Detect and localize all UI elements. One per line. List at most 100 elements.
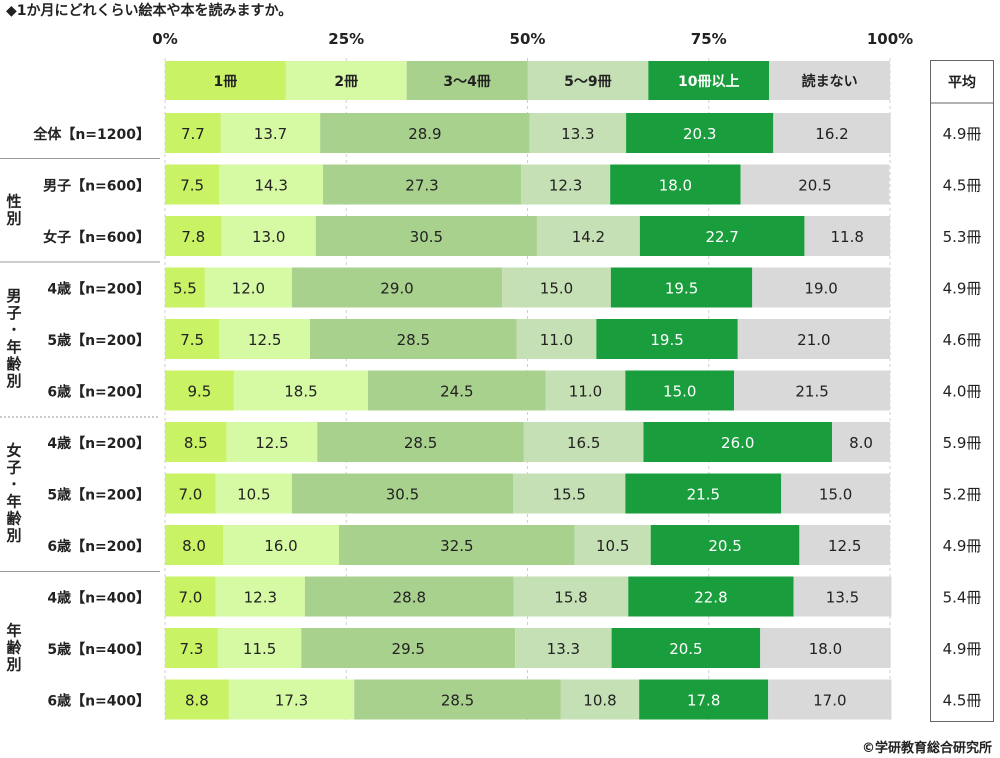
bar-segment (610, 267, 753, 308)
bar-segment (625, 473, 782, 514)
data-label: 15.5 (552, 486, 585, 504)
bar-segment (215, 473, 292, 514)
data-label: 10.5 (237, 486, 270, 504)
data-label: 19.5 (665, 280, 698, 298)
bar-segment (560, 679, 640, 720)
bar-segment (523, 422, 644, 462)
legend-label: 10冊以上 (678, 74, 739, 90)
data-label: 15.0 (663, 383, 696, 401)
bar-segment (799, 525, 890, 565)
bar-segment (165, 422, 227, 462)
row-label: 女子【n=600】 (43, 229, 150, 246)
bar-segment (323, 164, 521, 205)
average-value: 5.3冊 (943, 228, 982, 246)
data-label: 14.2 (572, 228, 605, 246)
bar-segment (233, 370, 368, 411)
data-label: 13.5 (826, 589, 859, 607)
bar-segment (165, 164, 220, 205)
legend-label: 3〜4冊 (443, 74, 490, 90)
data-label: 7.8 (181, 228, 205, 246)
data-label: 28.5 (404, 434, 437, 452)
average-value: 5.4冊 (943, 589, 982, 607)
data-label: 20.3 (683, 125, 716, 143)
data-label: 18.0 (659, 177, 692, 195)
data-label: 12.5 (828, 537, 861, 555)
data-label: 12.3 (244, 589, 277, 607)
bar-segment (317, 422, 524, 462)
bar-segment (574, 525, 651, 565)
bar-segment (529, 113, 627, 153)
data-label: 12.3 (549, 177, 582, 195)
bar-segment (165, 267, 205, 308)
legend-swatch (527, 61, 649, 100)
data-label: 12.5 (248, 331, 281, 349)
bar-segment (165, 473, 216, 514)
data-label: 28.5 (441, 692, 474, 710)
data-label: 12.5 (255, 434, 288, 452)
data-label: 22.8 (694, 589, 727, 607)
legend: 1冊 2冊 3〜4冊 5〜9冊 10冊以上 読まない (165, 61, 890, 100)
copyright: ©学研教育総合研究所 (862, 740, 992, 756)
bar-segment (165, 628, 218, 668)
data-label: 32.5 (440, 537, 473, 555)
bar-segment (204, 267, 292, 308)
data-label: 14.3 (255, 177, 288, 195)
average-value: 4.0冊 (943, 383, 982, 401)
bar-segment (165, 370, 234, 411)
data-label: 8.0 (182, 537, 206, 555)
data-label: 13.0 (252, 228, 285, 246)
bar-segment (626, 113, 774, 153)
data-label: 21.5 (795, 383, 828, 401)
bar-segment (752, 267, 890, 308)
data-label: 16.5 (567, 434, 600, 452)
data-label: 11.8 (831, 228, 864, 246)
data-label: 30.5 (410, 228, 443, 246)
data-label: 26.0 (721, 434, 754, 452)
bar-segment (291, 473, 513, 514)
data-label: 16.0 (264, 537, 297, 555)
bar-segment (165, 319, 220, 359)
data-label: 21.0 (797, 331, 830, 349)
bar-segment (223, 525, 339, 565)
x-tick-label: 25% (328, 30, 364, 48)
average-value: 4.9冊 (943, 125, 982, 143)
data-label: 11.0 (540, 331, 573, 349)
bar-segment (502, 267, 611, 308)
group-separators (0, 158, 160, 572)
bar-segment (310, 319, 517, 359)
data-label: 19.0 (804, 280, 837, 298)
data-label: 17.8 (687, 692, 720, 710)
data-label: 7.0 (178, 589, 202, 607)
bar-segment (315, 216, 537, 256)
data-label: 13.3 (547, 640, 580, 658)
bar-segment (740, 164, 890, 205)
legend-swatch (769, 61, 890, 100)
bar-segment (610, 164, 741, 205)
bar-segment (301, 628, 516, 668)
group-label: 女子･年齢別 (5, 442, 22, 545)
x-tick-label: 75% (691, 30, 727, 48)
data-label: 7.5 (180, 331, 204, 349)
average-value: 4.5冊 (943, 692, 982, 710)
data-label: 28.9 (408, 125, 441, 143)
data-label: 8.8 (185, 692, 209, 710)
bar-segment (628, 576, 794, 617)
average-value: 4.5冊 (943, 177, 982, 195)
data-label: 17.0 (813, 692, 846, 710)
bar-segment (768, 679, 892, 720)
bar-segment (165, 679, 229, 720)
average-column: 平均 4.9冊 4.5冊 5.3冊 4.9冊 4.6冊 4.0冊 5.9冊 5.2冊 4.9冊 5.… (930, 60, 994, 722)
bar-segment (650, 525, 800, 565)
bar-segment (165, 576, 216, 617)
average-box (930, 60, 994, 722)
data-label: 19.5 (650, 331, 683, 349)
bar-segment (737, 319, 890, 359)
data-label: 7.3 (180, 640, 204, 658)
row-label: 6歳【n=200】 (47, 384, 150, 401)
row-label: 6歳【n=200】 (47, 538, 150, 555)
legend-label: 2冊 (334, 74, 358, 90)
data-label: 22.7 (705, 228, 738, 246)
average-value: 4.9冊 (943, 280, 982, 298)
